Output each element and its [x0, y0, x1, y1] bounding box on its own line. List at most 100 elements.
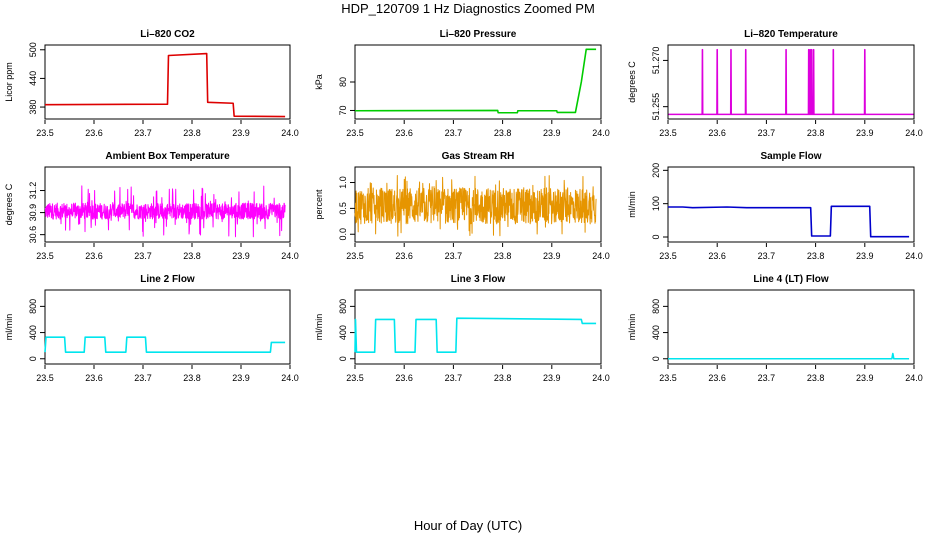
panel-title: Sample Flow	[760, 151, 821, 162]
x-tick-label: 23.5	[346, 128, 364, 138]
chart-panel-8: Line 3 Flow 23.5 23.6 23.7 23.8 23.9 24.0 0 400 8…	[314, 274, 610, 383]
y-axis-label: Licor ppm	[4, 62, 14, 102]
y-tick-label: 0	[338, 356, 348, 361]
y-tick-label: 0.0	[338, 228, 348, 241]
x-tick-label: 23.8	[183, 373, 201, 383]
panel-title: Line 3 Flow	[451, 274, 506, 285]
panel-title: Line 2 Flow	[140, 274, 195, 285]
plot-frame	[44, 289, 291, 365]
x-tick-label: 23.8	[807, 251, 825, 261]
y-tick-label: 1.0	[338, 176, 348, 189]
y-tick-label: 800	[651, 299, 661, 314]
series-line	[354, 175, 597, 237]
y-tick-label: 30.6	[28, 226, 38, 244]
plot-frame	[667, 166, 915, 243]
y-tick-label: 31.2	[28, 182, 38, 200]
x-tick-label: 23.6	[708, 128, 726, 138]
x-tick-label: 24.0	[905, 128, 923, 138]
series-line	[668, 205, 910, 238]
y-axis-label: ml/min	[627, 314, 637, 341]
x-tick-label: 23.6	[708, 373, 726, 383]
plot-frame	[667, 44, 915, 120]
x-tick-label: 24.0	[281, 373, 299, 383]
series-line	[668, 352, 910, 360]
x-tick-label: 23.6	[395, 251, 413, 261]
panel-title: Li–820 Temperature	[744, 29, 838, 40]
panel-title: Li–820 Pressure	[440, 29, 517, 40]
x-tick-label: 23.8	[807, 128, 825, 138]
panel-title: Line 4 (LT) Flow	[753, 274, 829, 285]
x-tick-label: 23.7	[134, 251, 152, 261]
x-tick-label: 23.8	[494, 251, 512, 261]
y-tick-label: 400	[338, 325, 348, 340]
y-tick-label: 80	[338, 77, 348, 87]
series-line	[354, 317, 597, 354]
x-tick-label: 23.9	[232, 373, 250, 383]
x-axis-title: Hour of Day (UTC)	[413, 518, 523, 533]
y-tick-label: 400	[28, 325, 38, 340]
x-tick-label: 23.7	[758, 373, 776, 383]
y-tick-label: 30.9	[28, 204, 38, 222]
x-tick-label: 24.0	[592, 251, 610, 261]
plot-frame	[354, 44, 602, 120]
y-axis-label: degrees C	[4, 183, 14, 225]
x-tick-label: 23.8	[494, 373, 512, 383]
y-axis-label: ml/min	[4, 314, 14, 341]
x-tick-label: 23.5	[346, 251, 364, 261]
chart-panel-4: Ambient Box Temperature 23.5 23.6 23.7 23.8 2…	[4, 151, 299, 261]
series-line	[44, 185, 286, 238]
y-tick-label: 0	[651, 234, 661, 239]
x-tick-label: 23.9	[232, 128, 250, 138]
y-tick-label: 800	[28, 299, 38, 314]
x-tick-label: 23.9	[856, 251, 874, 261]
x-tick-label: 23.5	[659, 128, 677, 138]
x-tick-label: 23.9	[543, 128, 561, 138]
y-tick-label: 800	[338, 299, 348, 314]
y-tick-label: 51.255	[651, 93, 661, 121]
y-axis-label: ml/min	[314, 314, 324, 341]
panel-title: Gas Stream RH	[442, 151, 515, 162]
x-tick-label: 23.6	[395, 373, 413, 383]
x-tick-label: 23.5	[659, 373, 677, 383]
y-tick-label: 400	[651, 325, 661, 340]
x-tick-label: 23.5	[346, 373, 364, 383]
x-tick-label: 24.0	[592, 128, 610, 138]
series-line	[354, 48, 597, 114]
series-line	[44, 52, 286, 118]
x-tick-label: 23.9	[232, 251, 250, 261]
y-tick-label: 0.5	[338, 202, 348, 215]
y-tick-label: 100	[651, 196, 661, 211]
x-tick-label: 23.8	[183, 128, 201, 138]
x-tick-label: 23.6	[708, 251, 726, 261]
chart-panel-5: Gas Stream RH 23.5 23.6 23.7 23.8 23.9 24.0 0.0…	[314, 151, 610, 261]
x-tick-label: 23.5	[36, 251, 54, 261]
chart-panel-1: Li–820 CO2 23.5 23.6 23.7 23.8 23.9 24.0 380 440…	[4, 29, 299, 138]
x-tick-label: 23.6	[85, 128, 103, 138]
x-tick-label: 23.5	[659, 251, 677, 261]
x-tick-label: 24.0	[905, 251, 923, 261]
y-axis-label: kPa	[314, 74, 324, 90]
chart-panel-6: Sample Flow 23.5 23.6 23.7 23.8 23.9 24.0 0 100 2…	[627, 151, 923, 261]
x-tick-label: 23.6	[85, 251, 103, 261]
y-tick-label: 51.270	[651, 47, 661, 75]
x-tick-label: 23.7	[445, 251, 463, 261]
panel-title: Ambient Box Temperature	[105, 151, 230, 162]
series-line	[668, 48, 914, 116]
chart-panel-2: Li–820 Pressure 23.5 23.6 23.7 23.8 23.9 24.0 7…	[314, 29, 610, 138]
x-tick-label: 23.7	[758, 128, 776, 138]
x-tick-label: 23.5	[36, 128, 54, 138]
x-tick-label: 23.7	[134, 128, 152, 138]
series-line	[44, 336, 286, 354]
x-tick-label: 23.9	[856, 128, 874, 138]
x-tick-label: 24.0	[281, 128, 299, 138]
plot-frame	[667, 289, 915, 365]
x-tick-label: 23.5	[36, 373, 54, 383]
y-tick-label: 500	[28, 42, 38, 57]
x-tick-label: 23.6	[395, 128, 413, 138]
y-axis-label: percent	[314, 189, 324, 220]
y-tick-label: 70	[338, 105, 348, 115]
panel-title: Li–820 CO2	[140, 29, 195, 40]
x-tick-label: 23.8	[807, 373, 825, 383]
x-tick-label: 23.7	[758, 251, 776, 261]
